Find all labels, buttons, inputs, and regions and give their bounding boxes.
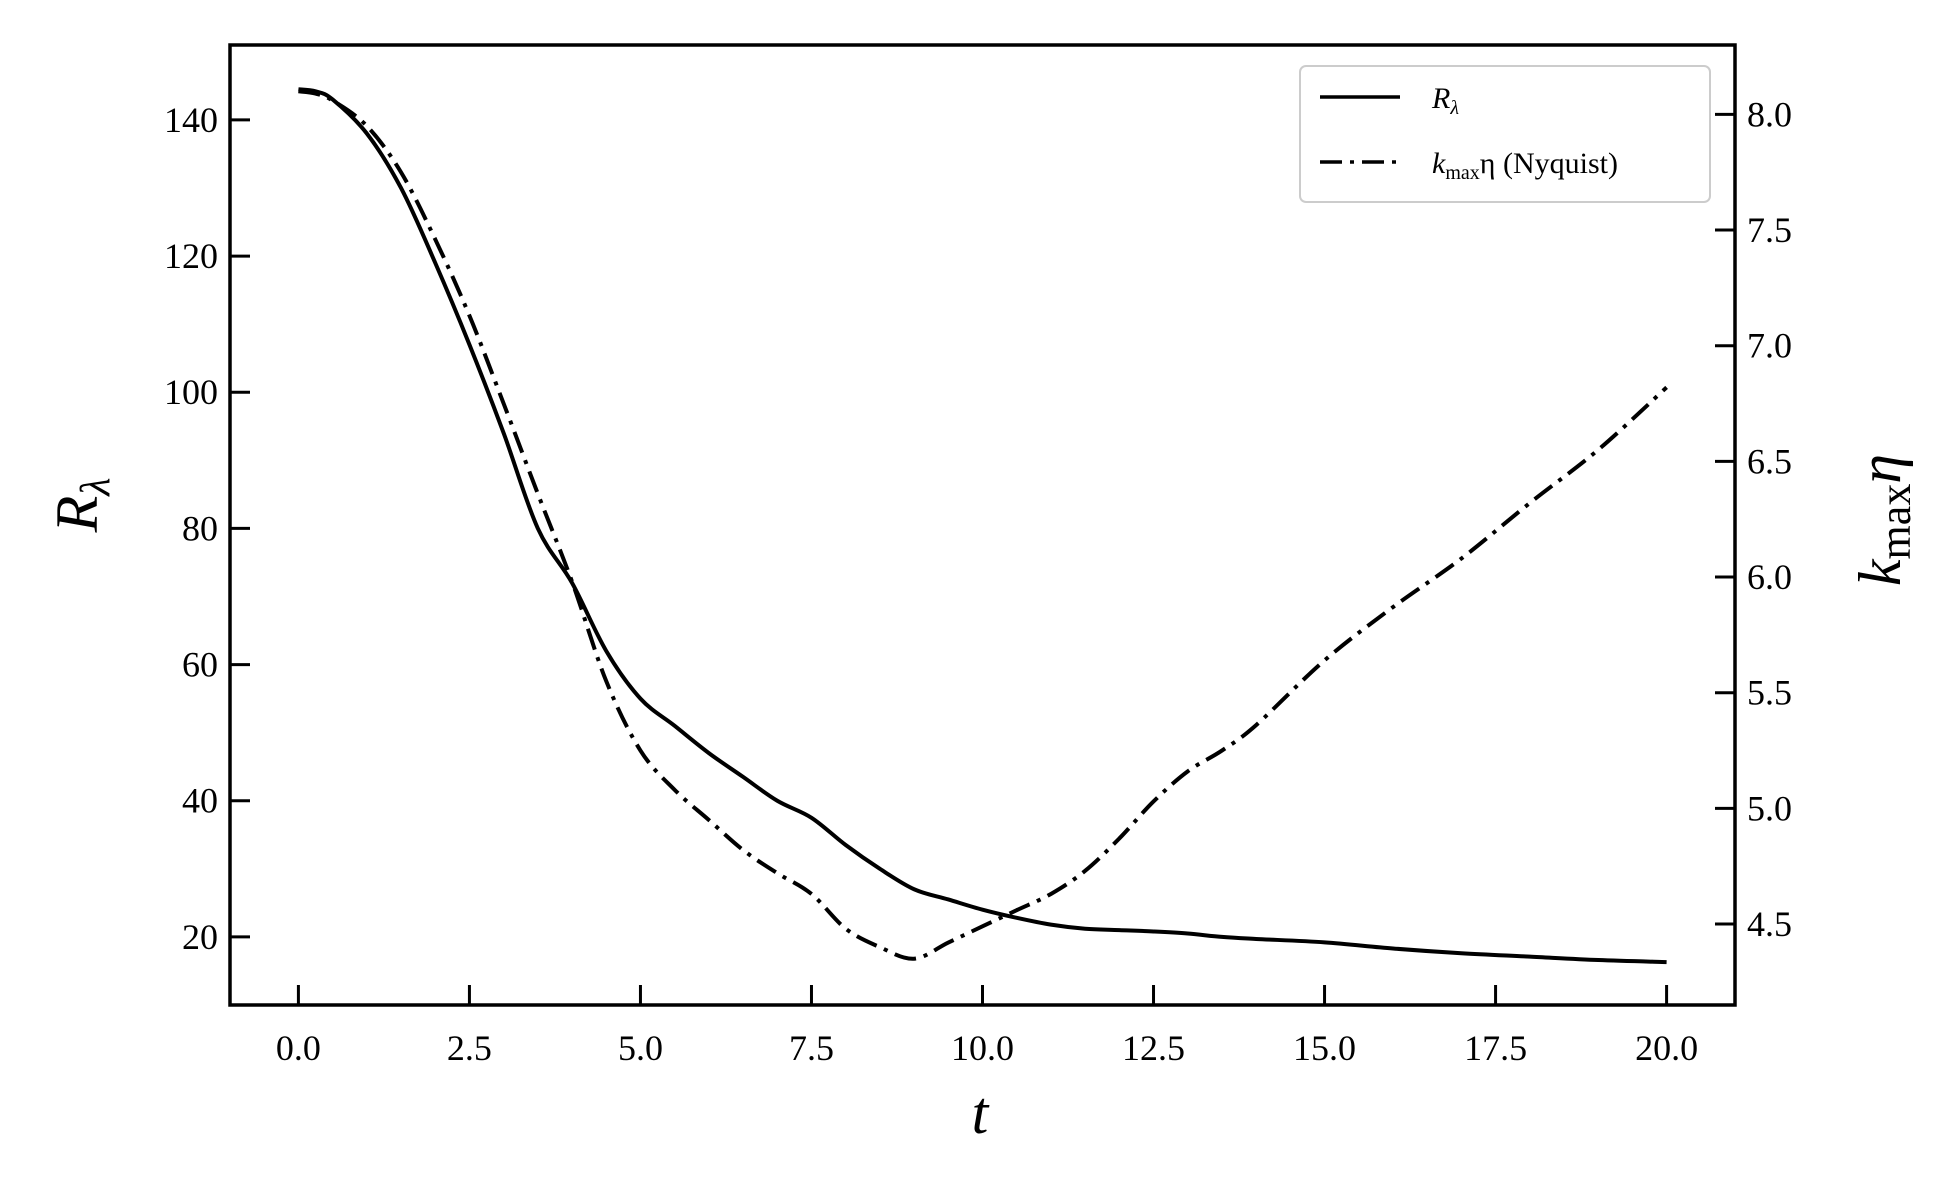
series-layer (298, 87, 1668, 965)
y-axis-right-label-sub: max (1871, 484, 1920, 560)
y-right-tick-label: 7.0 (1747, 326, 1792, 366)
y-axis-right: 4.5 5.0 5.5 6.0 6.5 7.0 7.5 8.0 (1715, 94, 1792, 944)
y-left-tick-label: 140 (164, 100, 218, 140)
y-axis-left: 20 40 60 80 100 120 140 (164, 100, 250, 957)
x-tick-label: 20.0 (1635, 1028, 1698, 1068)
legend-entry-r-lambda: Rλ (1431, 82, 1459, 119)
x-axis: 0.0 2.5 5.0 7.5 10.0 12.5 15.0 17.5 20.0 (276, 985, 1698, 1068)
y-right-tick-label: 8.0 (1747, 94, 1792, 134)
y-right-tick-label: 6.0 (1747, 557, 1792, 597)
x-tick-label: 7.5 (789, 1028, 834, 1068)
series-kmax-eta-line (298, 89, 1668, 961)
legend-entry-kmax-eta: kmaxη (Nyquist) (1432, 147, 1618, 184)
y-axis-right-label-pre: k (1847, 558, 1913, 586)
y-right-tick-label: 6.5 (1747, 441, 1792, 481)
svg-text:Rλ: Rλ (44, 478, 119, 534)
y-axis-right-label-post: η (1847, 454, 1913, 484)
y-right-tick-label: 4.5 (1747, 904, 1792, 944)
y-left-tick-label: 120 (164, 236, 218, 276)
y-right-tick-label: 7.5 (1747, 210, 1792, 250)
y-right-tick-label: 5.5 (1747, 673, 1792, 713)
x-tick-label: 2.5 (447, 1028, 492, 1068)
y-axis-right-label: kmaxη (1847, 454, 1920, 586)
y-left-tick-label: 20 (182, 917, 218, 957)
legend-frame (1299, 65, 1711, 203)
x-tick-label: 10.0 (951, 1028, 1014, 1068)
y-axis-left-label-main: R (44, 496, 110, 534)
y-left-tick-label: 60 (182, 645, 218, 685)
x-tick-label: 0.0 (276, 1028, 321, 1068)
x-tick-label: 5.0 (618, 1028, 663, 1068)
y-axis-left-label: Rλ (44, 478, 119, 534)
x-axis-label: t (972, 1080, 990, 1146)
svg-text:kmaxη: kmaxη (1847, 454, 1920, 586)
x-tick-label: 15.0 (1293, 1028, 1356, 1068)
legend: Rλ kmaxη (Nyquist) (1299, 65, 1711, 203)
series-r-lambda-line (298, 87, 1667, 965)
x-tick-label: 17.5 (1464, 1028, 1527, 1068)
x-tick-label: 12.5 (1122, 1028, 1185, 1068)
y-left-tick-label: 40 (182, 781, 218, 821)
y-left-tick-label: 100 (164, 372, 218, 412)
y-axis-left-label-sub: λ (73, 478, 119, 498)
y-right-tick-label: 5.0 (1747, 788, 1792, 828)
y-left-tick-label: 80 (182, 508, 218, 548)
